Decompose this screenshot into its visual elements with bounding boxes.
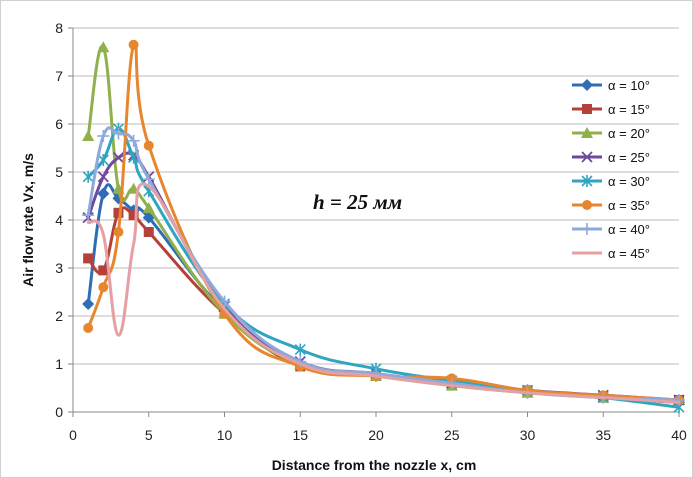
- legend-marker: [582, 104, 592, 114]
- x-tick-label: 30: [520, 427, 536, 443]
- data-point: [82, 130, 95, 141]
- x-tick-label: 40: [671, 427, 687, 443]
- series-layer: [82, 39, 685, 414]
- data-point: [128, 39, 139, 50]
- x-tick-label: 15: [292, 427, 308, 443]
- x-tick-label: 0: [69, 427, 77, 443]
- data-point: [112, 151, 125, 164]
- data-point-stroke: [97, 171, 109, 183]
- data-point: [83, 253, 94, 264]
- x-tick-label: 20: [368, 427, 384, 443]
- x-tick-label: 25: [444, 427, 460, 443]
- legend-label: α = 45°: [608, 246, 650, 261]
- data-point: [98, 282, 109, 293]
- y-tick-label: 6: [55, 116, 63, 132]
- x-tick-label: 10: [217, 427, 233, 443]
- data-point: [97, 171, 109, 183]
- legend-item-8: α = 45°: [572, 246, 650, 261]
- series-line: [86, 182, 681, 404]
- y-tick-label: 4: [55, 212, 63, 228]
- y-tick-label: 1: [55, 356, 63, 372]
- legend-item-7: α = 40°: [572, 222, 650, 237]
- data-point: [82, 209, 95, 222]
- legend-item-1: α = 10°: [572, 78, 650, 93]
- legend-marker-stroke: [581, 151, 593, 163]
- legend-label: α = 40°: [608, 222, 650, 237]
- y-tick-label: 7: [55, 68, 63, 84]
- data-point: [97, 187, 110, 200]
- legend-marker: [581, 79, 593, 91]
- data-point: [113, 227, 124, 237]
- y-tick-label: 3: [55, 260, 63, 276]
- legend-marker: [581, 223, 593, 235]
- y-tick-label: 0: [55, 404, 63, 420]
- data-point: [97, 130, 110, 142]
- legend-label: α = 35°: [608, 198, 650, 213]
- legend-label: α = 25°: [608, 150, 650, 165]
- data-point: [673, 394, 685, 406]
- data-point: [294, 343, 306, 356]
- series-8: [86, 182, 681, 404]
- legend-item-6: α = 35°: [572, 198, 650, 213]
- x-tick-label: 5: [145, 427, 153, 443]
- data-point: [143, 140, 154, 151]
- legend: α = 10° α = 15° α = 20° α = 25° α = 30° α = 3…: [572, 78, 650, 261]
- data-point: [370, 367, 382, 380]
- axes-layer: 0 1 2 3 4 5 6 7 8 0 5 10 15 20 25 30 35 40: [55, 20, 687, 443]
- y-tick-label: 8: [55, 20, 63, 36]
- legend-item-2: α = 15°: [572, 102, 650, 117]
- data-point: [82, 298, 95, 310]
- data-point: [143, 227, 154, 237]
- data-point: [98, 265, 109, 276]
- data-point: [112, 127, 125, 140]
- legend-label: α = 10°: [608, 78, 650, 93]
- legend-item-4: α = 25°: [572, 150, 650, 165]
- data-point: [127, 134, 140, 147]
- data-point: [142, 202, 155, 213]
- data-point: [113, 207, 124, 218]
- data-point: [128, 210, 139, 221]
- data-point-stroke: [112, 151, 125, 164]
- y-tick-label: 2: [55, 308, 63, 324]
- data-point: [445, 377, 458, 390]
- legend-marker: [581, 127, 593, 138]
- y-axis-title: Air flow rate Vx, m/s: [20, 153, 36, 287]
- data-point: [97, 154, 109, 166]
- data-point: [142, 173, 155, 186]
- legend-item-5: α = 30°: [572, 174, 650, 189]
- data-point: [82, 170, 94, 183]
- data-point: [97, 41, 110, 53]
- x-tick-label: 35: [595, 427, 611, 443]
- annotation-text: h = 25 мм: [313, 190, 402, 214]
- legend-label: α = 20°: [608, 126, 650, 141]
- legend-label: α = 30°: [608, 174, 650, 189]
- legend-marker: [582, 200, 592, 210]
- legend-item-3: α = 20°: [572, 126, 650, 141]
- x-axis-title: Distance from the nozzle x, cm: [272, 457, 477, 473]
- legend-marker: [581, 175, 593, 187]
- data-point: [83, 323, 94, 333]
- legend-label: α = 15°: [608, 102, 650, 117]
- legend-marker: [581, 151, 593, 163]
- y-tick-label: 5: [55, 164, 63, 180]
